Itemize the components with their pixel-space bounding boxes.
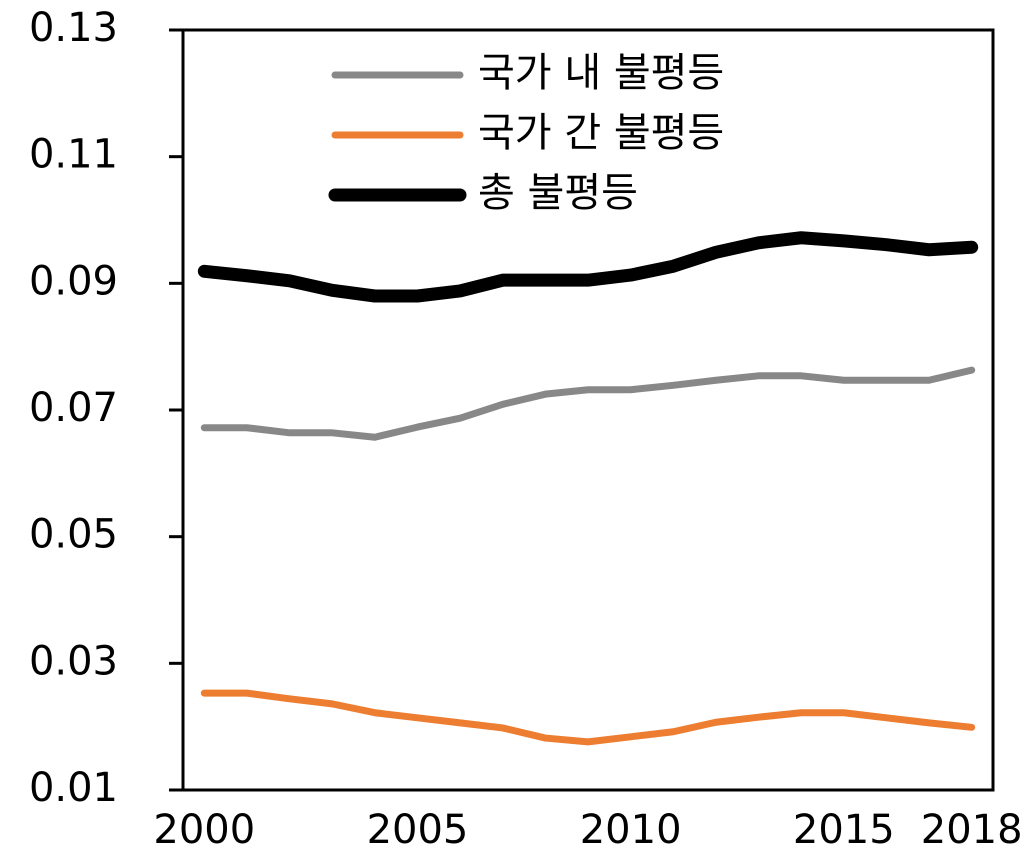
y-tick-label: 0.05 — [29, 512, 118, 558]
y-tick-label: 0.09 — [29, 258, 118, 304]
x-tick-label: 2010 — [580, 807, 682, 853]
legend-label: 국가 간 불평등 — [478, 110, 724, 156]
x-tick-label: 2000 — [153, 807, 255, 853]
y-tick-label: 0.01 — [29, 765, 118, 811]
y-tick-label: 0.07 — [29, 385, 118, 431]
x-tick-label: 2005 — [367, 807, 469, 853]
y-tick-label: 0.13 — [29, 5, 118, 51]
series-line — [197, 231, 979, 303]
x-tick-label: 2018 — [921, 807, 1023, 853]
y-tick-label: 0.11 — [29, 132, 118, 178]
legend-label: 총 불평등 — [478, 170, 638, 216]
legend-label: 국가 내 불평등 — [478, 50, 724, 96]
series-line — [200, 366, 976, 441]
series-line — [200, 689, 976, 746]
x-tick-label: 2015 — [793, 807, 895, 853]
y-tick-label: 0.03 — [29, 638, 118, 684]
